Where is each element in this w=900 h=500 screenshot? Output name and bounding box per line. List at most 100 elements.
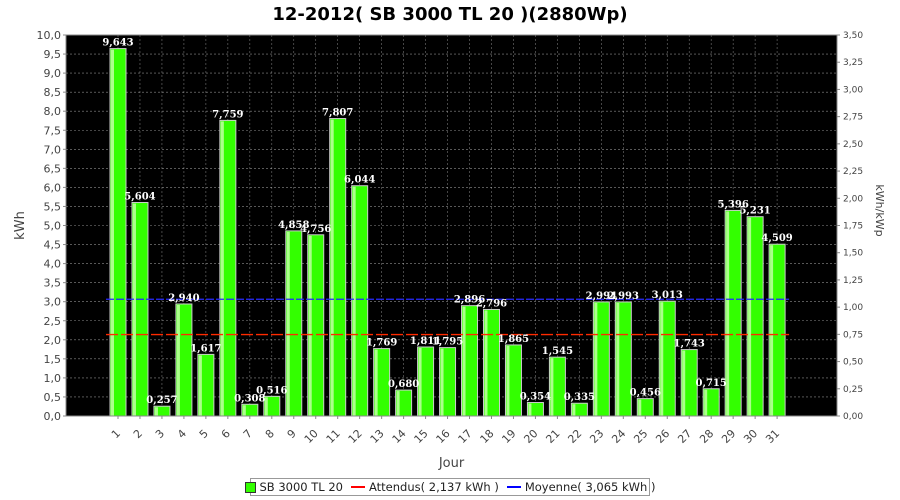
y-tick-label: 6,0 [44, 181, 62, 194]
y-right-tick-label: 2,25 [843, 167, 863, 177]
data-label: 2,796 [476, 298, 507, 309]
x-tick-label: 22 [565, 427, 584, 446]
plot-border [65, 34, 838, 417]
data-label: 5,231 [739, 206, 770, 217]
x-tick-label: 20 [521, 427, 540, 446]
x-tick-label: 12 [346, 427, 365, 446]
y-tick-label: 4,5 [44, 239, 62, 252]
data-label: 1,865 [498, 334, 529, 345]
y-tick-label: 2,0 [44, 334, 62, 347]
y-tick-label: 5,5 [44, 200, 62, 213]
x-tick-label: 25 [631, 427, 650, 446]
y-tick-label: 2,5 [44, 315, 62, 328]
data-label: 0,680 [388, 379, 419, 390]
y-right-tick-label: 2,00 [843, 194, 863, 204]
x-tick-label: 17 [456, 427, 475, 446]
y-tick-label: 8,5 [44, 86, 62, 99]
bar-highlight [264, 397, 268, 416]
data-label: 0,715 [696, 378, 727, 389]
bar-highlight [550, 358, 554, 416]
x-tick-label: 30 [741, 427, 760, 446]
y-tick-label: 9,5 [44, 48, 62, 61]
bar-highlight [374, 349, 378, 416]
bar-highlight [440, 348, 444, 416]
data-label: 4,858 [278, 220, 309, 231]
bar-highlight [770, 245, 774, 416]
y-right-tick-label: 0,00 [843, 412, 863, 422]
bar-highlight [154, 407, 158, 416]
y-right-tick-label: 0,25 [843, 385, 863, 395]
data-label: 6,044 [344, 175, 375, 186]
y-tick-label: 5,0 [44, 220, 62, 233]
data-label: 0,308 [234, 393, 265, 404]
y-tick-label: 3,5 [44, 277, 62, 290]
x-tick-label: 18 [478, 427, 497, 446]
bar-chart: 0,0 0,5 1,0 1,5 2,0 2,5 3,0 3,5 4,0 4,5 5,0 5,5 6,0 6… [13, 29, 886, 471]
legend: SB 3000 TL 20 Attendus( 2,137 kWh ) Moye… [244, 478, 656, 496]
data-label: 0,335 [564, 392, 595, 403]
y-right-tick-label: 3,50 [843, 31, 863, 41]
x-tick-label: 2 [131, 427, 145, 441]
legend-line-average [506, 486, 521, 488]
bar-highlight [484, 310, 488, 416]
legend-label-expected: Attendus( 2,137 kWh ) [369, 480, 499, 494]
bar-highlight [682, 350, 686, 416]
data-label: 7,759 [212, 109, 243, 120]
legend-item-average: Moyenne( 3,065 kWh ) [506, 480, 656, 494]
x-tick-label: 24 [609, 427, 628, 446]
x-tick-label: 15 [412, 427, 431, 446]
bar-highlight [748, 217, 752, 416]
y-tick-label: 1,0 [44, 372, 62, 385]
y-right-tick-label: 0,75 [843, 330, 863, 340]
data-label: 1,811 [410, 336, 441, 347]
x-tick-label: 4 [175, 427, 189, 441]
data-label: 4,509 [761, 233, 792, 244]
x-tick-label: 19 [499, 427, 518, 446]
data-label: 7,807 [322, 108, 353, 119]
x-tick-label: 16 [434, 427, 453, 446]
y-tick-label: 4,0 [44, 258, 62, 271]
x-tick-label: 28 [697, 427, 716, 446]
y-tick-label: 7,5 [44, 124, 62, 137]
legend-item-expected: Attendus( 2,137 kWh ) [351, 480, 499, 494]
y-right-tick-label: 2,50 [843, 140, 863, 150]
y-tick-label: 0,0 [44, 410, 62, 423]
x-tick-label: 7 [241, 427, 255, 441]
y-right-tick-label: 1,75 [843, 222, 863, 232]
data-label: 5,396 [717, 199, 748, 210]
bar-highlight [638, 399, 642, 416]
legend-swatch-series [244, 481, 256, 493]
data-label: 1,545 [542, 346, 573, 357]
data-label: 4,756 [300, 224, 331, 235]
legend-line-expected [351, 486, 365, 488]
bar-highlight [242, 405, 246, 416]
x-tick-label: 31 [763, 427, 782, 446]
data-label: 0,257 [146, 395, 177, 406]
y-tick-label: 6,5 [44, 162, 62, 175]
bar-highlight [330, 119, 334, 417]
y-right-tick-label: 3,00 [843, 85, 863, 95]
y-right-tick-label: 1,50 [843, 249, 863, 259]
bar-highlight [572, 404, 576, 416]
x-tick-label: 6 [219, 427, 233, 441]
y-right-tick-label: 3,25 [843, 58, 863, 68]
x-tick-label: 23 [587, 427, 606, 446]
data-label: 9,643 [102, 38, 133, 49]
data-label: 2,940 [168, 293, 199, 304]
y-right-tick-label: 2,75 [843, 113, 863, 123]
x-tick-label: 11 [324, 427, 343, 446]
data-label: 2,994 [586, 291, 617, 302]
x-tick-label: 5 [197, 427, 211, 441]
x-tick-label: 21 [543, 427, 562, 446]
x-tick-label: 9 [285, 427, 299, 441]
y-tick-label: 3,0 [44, 296, 62, 309]
x-tick-label: 27 [675, 427, 694, 446]
y-tick-label: 10,0 [37, 29, 62, 42]
bar-highlight [462, 306, 466, 416]
legend-label-average: Moyenne( 3,065 kWh ) [524, 480, 656, 494]
bar-highlight [418, 348, 422, 416]
data-label: 1,743 [674, 339, 705, 350]
bar-highlight [660, 302, 664, 416]
bar-highlight [198, 355, 202, 416]
x-tick-label: 1 [109, 427, 123, 441]
